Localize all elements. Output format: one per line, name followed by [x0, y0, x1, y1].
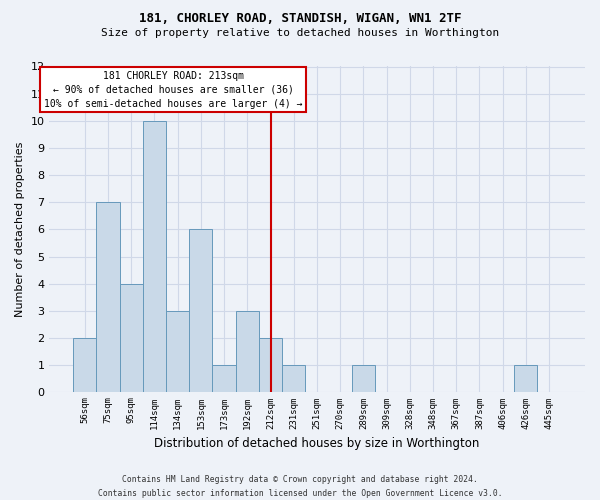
X-axis label: Distribution of detached houses by size in Worthington: Distribution of detached houses by size …	[154, 437, 479, 450]
Bar	[282, 365, 305, 392]
Bar	[166, 311, 189, 392]
Bar	[259, 338, 282, 392]
Text: 181 CHORLEY ROAD: 213sqm
← 90% of detached houses are smaller (36)
10% of semi-d: 181 CHORLEY ROAD: 213sqm ← 90% of detach…	[44, 70, 302, 108]
Bar	[143, 121, 166, 392]
Bar	[73, 338, 97, 392]
Bar	[212, 365, 236, 392]
Y-axis label: Number of detached properties: Number of detached properties	[15, 142, 25, 317]
Bar	[514, 365, 538, 392]
Text: Size of property relative to detached houses in Worthington: Size of property relative to detached ho…	[101, 28, 499, 38]
Bar	[236, 311, 259, 392]
Bar	[352, 365, 375, 392]
Bar	[119, 284, 143, 392]
Bar	[97, 202, 119, 392]
Text: 181, CHORLEY ROAD, STANDISH, WIGAN, WN1 2TF: 181, CHORLEY ROAD, STANDISH, WIGAN, WN1 …	[139, 12, 461, 26]
Text: Contains HM Land Registry data © Crown copyright and database right 2024.
Contai: Contains HM Land Registry data © Crown c…	[98, 476, 502, 498]
Bar	[189, 230, 212, 392]
